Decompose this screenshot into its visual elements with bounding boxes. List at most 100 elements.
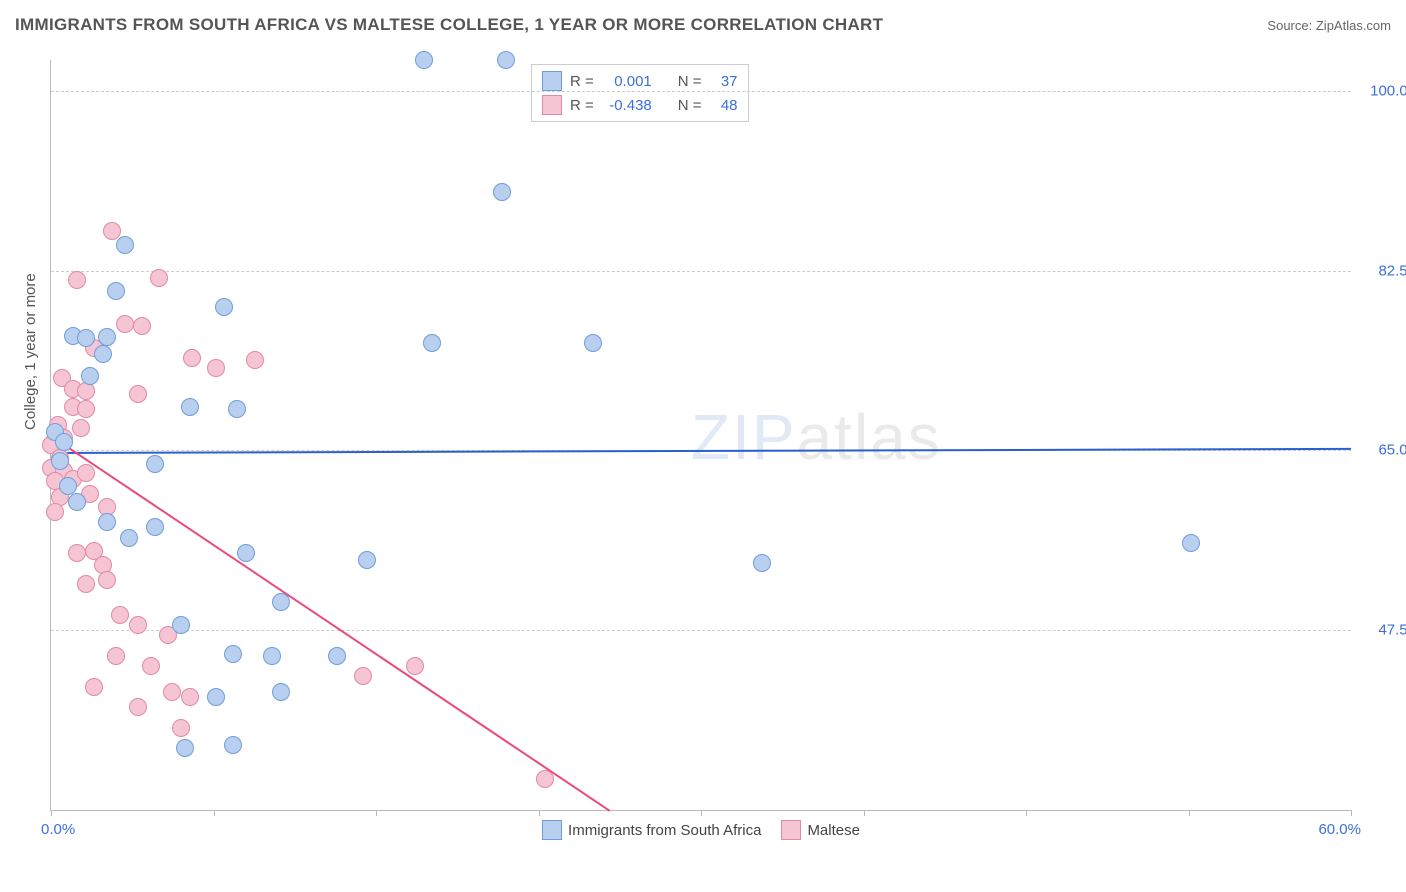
x-tick [1026, 810, 1027, 816]
data-point-a [224, 736, 242, 754]
data-point-b [163, 683, 181, 701]
data-point-a [493, 183, 511, 201]
x-tick [51, 810, 52, 816]
data-point-a [98, 513, 116, 531]
n-value-b: 48 [710, 97, 738, 114]
data-point-b [181, 688, 199, 706]
x-tick [539, 810, 540, 816]
x-tick [1351, 810, 1352, 816]
data-point-b [150, 269, 168, 287]
data-point-b [107, 647, 125, 665]
data-point-b [246, 351, 264, 369]
source-label: Source: [1267, 18, 1312, 33]
swatch-a-icon [542, 820, 562, 840]
data-point-a [415, 51, 433, 69]
stats-legend: R = 0.001 N = 37 R = -0.438 N = 48 [531, 64, 749, 122]
source-credit: Source: ZipAtlas.com [1267, 18, 1391, 33]
x-tick [864, 810, 865, 816]
data-point-b [536, 770, 554, 788]
data-point-b [77, 464, 95, 482]
data-point-a [224, 645, 242, 663]
y-tick-label: 100.0% [1361, 82, 1406, 99]
data-point-a [68, 493, 86, 511]
r-label-a: R = [570, 73, 594, 90]
gridline-h [51, 630, 1351, 631]
header-bar: IMMIGRANTS FROM SOUTH AFRICA VS MALTESE … [15, 15, 1391, 35]
r-value-b: -0.438 [602, 97, 652, 114]
x-tick [701, 810, 702, 816]
x-tick [1189, 810, 1190, 816]
data-point-a [120, 529, 138, 547]
data-point-a [228, 400, 246, 418]
data-point-a [51, 452, 69, 470]
data-point-a [181, 398, 199, 416]
data-point-b [406, 657, 424, 675]
data-point-b [129, 616, 147, 634]
data-point-a [98, 328, 116, 346]
data-point-a [146, 455, 164, 473]
data-point-a [215, 298, 233, 316]
data-point-b [354, 667, 372, 685]
data-point-a [94, 345, 112, 363]
data-point-a [1182, 534, 1200, 552]
data-point-a [497, 51, 515, 69]
data-point-b [68, 271, 86, 289]
data-point-b [172, 719, 190, 737]
swatch-series-a [542, 71, 562, 91]
swatch-b-icon [781, 820, 801, 840]
watermark: ZIPatlas [691, 400, 942, 474]
data-point-a [358, 551, 376, 569]
plot-area: ZIPatlas R = 0.001 N = 37 R = -0.438 N =… [50, 60, 1351, 811]
watermark-part2: atlas [797, 401, 942, 473]
stats-row-b: R = -0.438 N = 48 [542, 93, 738, 117]
data-point-b [103, 222, 121, 240]
data-point-a [146, 518, 164, 536]
r-label-b: R = [570, 97, 594, 114]
data-point-b [68, 544, 86, 562]
y-tick-label: 47.5% [1361, 622, 1406, 639]
data-point-a [172, 616, 190, 634]
legend-label-a: Immigrants from South Africa [568, 822, 761, 839]
gridline-h [51, 271, 1351, 272]
data-point-a [55, 433, 73, 451]
data-point-b [129, 385, 147, 403]
data-point-a [107, 282, 125, 300]
data-point-b [133, 317, 151, 335]
series-legend: Immigrants from South Africa Maltese [51, 820, 1351, 840]
x-tick [376, 810, 377, 816]
data-point-a [753, 554, 771, 572]
data-point-a [207, 688, 225, 706]
data-point-b [111, 606, 129, 624]
data-point-b [77, 575, 95, 593]
data-point-a [77, 329, 95, 347]
data-point-a [423, 334, 441, 352]
data-point-a [81, 367, 99, 385]
data-point-a [237, 544, 255, 562]
data-point-a [116, 236, 134, 254]
data-point-b [116, 315, 134, 333]
gridline-h [51, 91, 1351, 92]
data-point-b [98, 571, 116, 589]
n-label-a: N = [678, 73, 702, 90]
legend-item-b: Maltese [781, 820, 860, 840]
n-label-b: N = [678, 97, 702, 114]
data-point-a [328, 647, 346, 665]
data-point-a [272, 683, 290, 701]
data-point-a [176, 739, 194, 757]
data-point-b [72, 419, 90, 437]
data-point-a [272, 593, 290, 611]
data-point-b [142, 657, 160, 675]
data-point-b [207, 359, 225, 377]
data-point-b [129, 698, 147, 716]
data-point-b [183, 349, 201, 367]
data-point-b [77, 400, 95, 418]
y-axis-title: College, 1 year or more [22, 273, 39, 430]
legend-item-a: Immigrants from South Africa [542, 820, 761, 840]
data-point-b [46, 503, 64, 521]
source-name: ZipAtlas.com [1316, 18, 1391, 33]
watermark-part1: ZIP [691, 401, 797, 473]
y-tick-label: 82.5% [1361, 262, 1406, 279]
legend-label-b: Maltese [807, 822, 860, 839]
n-value-a: 37 [710, 73, 738, 90]
stats-row-a: R = 0.001 N = 37 [542, 69, 738, 93]
